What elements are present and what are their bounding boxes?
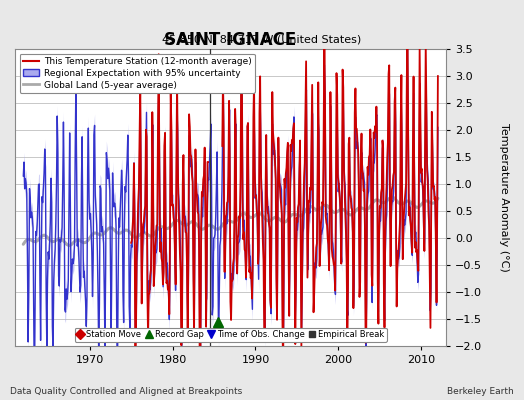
Text: Berkeley Earth: Berkeley Earth [447,387,514,396]
Text: Data Quality Controlled and Aligned at Breakpoints: Data Quality Controlled and Aligned at B… [10,387,243,396]
Legend: Station Move, Record Gap, Time of Obs. Change, Empirical Break: Station Move, Record Gap, Time of Obs. C… [74,328,387,342]
Y-axis label: Temperature Anomaly (°C): Temperature Anomaly (°C) [499,123,509,272]
Title: SAINT IGNACE: SAINT IGNACE [165,31,297,49]
Text: 45.850 N, 84.717 W (United States): 45.850 N, 84.717 W (United States) [162,34,362,44]
